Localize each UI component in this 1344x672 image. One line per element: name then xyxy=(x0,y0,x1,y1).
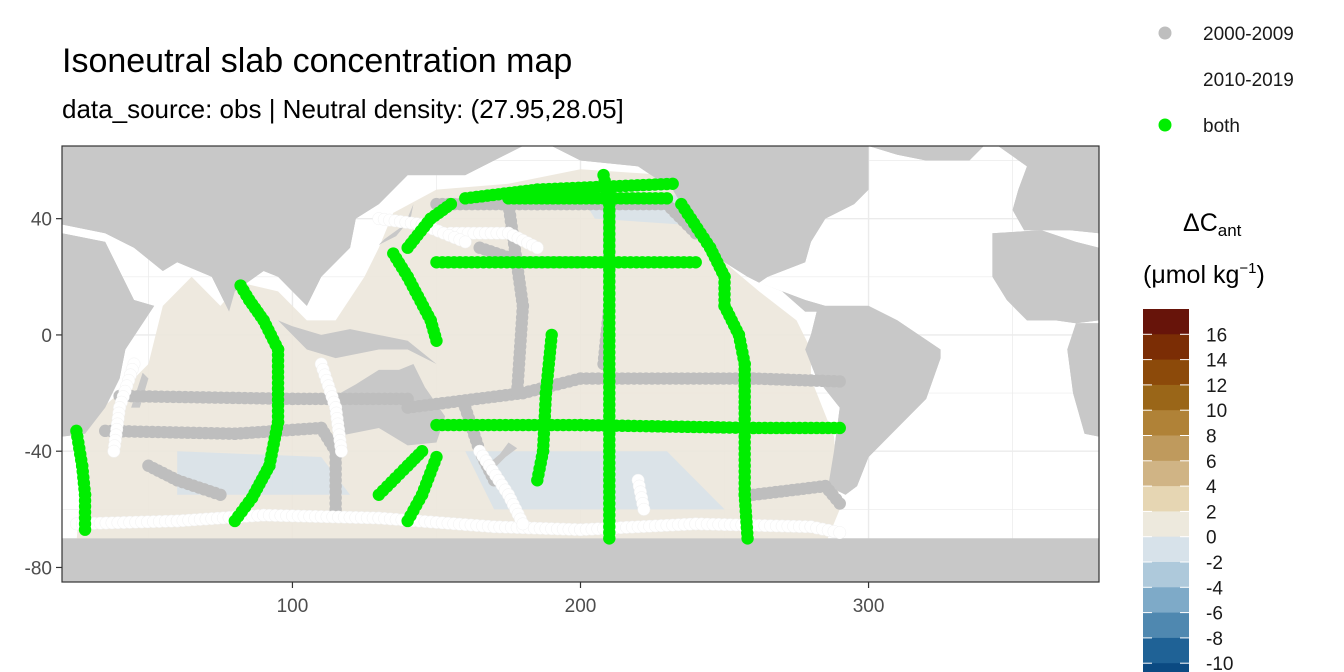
points-both xyxy=(70,168,846,545)
land-mass-overlay xyxy=(62,538,1099,582)
point-2010-2019 xyxy=(530,241,544,255)
colorbar-step xyxy=(1143,460,1189,487)
legend: 2000-2009 2010-2019 both xyxy=(1158,24,1294,137)
colorbar-step xyxy=(1143,612,1189,639)
colorbar-step xyxy=(1143,334,1189,361)
y-tick-label: 40 xyxy=(31,210,52,231)
point-both xyxy=(78,523,92,536)
chart-title: Isoneutral slab concentration map xyxy=(62,42,573,80)
colorbar: 16 14 12 10 8 6 4 2 0 -2 -4 -6 -8 -10 xyxy=(1143,309,1233,672)
legend-label-2000-2009: 2000-2009 xyxy=(1203,24,1294,45)
point-both xyxy=(531,474,544,487)
colorbar-step xyxy=(1143,486,1189,512)
point-both xyxy=(741,532,754,545)
legend-key-2000-2009 xyxy=(1158,26,1172,40)
legend-label-2010-2019: 2010-2019 xyxy=(1203,70,1294,91)
point-2010-2019 xyxy=(516,517,530,531)
colorbar-label: 6 xyxy=(1206,452,1217,473)
chart-subtitle: data_source: obs | Neutral density: (27.… xyxy=(62,94,624,124)
point-2000-2009 xyxy=(214,488,227,501)
point-2010-2019 xyxy=(833,526,847,540)
point-both xyxy=(597,168,610,182)
colorbar-step xyxy=(1143,384,1189,411)
land-mass-overlay xyxy=(998,146,1099,234)
point-both xyxy=(415,445,429,458)
y-tick-label: -40 xyxy=(25,442,52,463)
land-mass-overlay xyxy=(868,146,984,161)
colorbar-step xyxy=(1143,435,1189,462)
colorbar-label: -2 xyxy=(1206,553,1223,574)
land-mass-overlay xyxy=(992,230,1099,324)
point-2000-2009 xyxy=(510,386,524,400)
legend-key-2010-2019 xyxy=(1158,72,1172,86)
point-2010-2019 xyxy=(334,444,348,458)
point-both xyxy=(430,334,443,347)
y-tick-label: -80 xyxy=(25,558,52,579)
land-mass-overlay xyxy=(759,282,941,495)
colorbar-step xyxy=(1143,359,1189,386)
colorbar-label: -8 xyxy=(1206,629,1223,650)
points-2010-2019 xyxy=(69,212,847,540)
colorbar-title: ΔCant (μmol kg−1) xyxy=(1143,209,1265,289)
land-mass-overlay xyxy=(551,146,869,283)
colorbar-step xyxy=(1143,536,1189,563)
point-both xyxy=(234,279,247,292)
negative-anomaly-patch xyxy=(465,451,725,510)
colorbar-label: 10 xyxy=(1206,401,1227,422)
land-mass-overlay xyxy=(278,320,437,364)
x-tick-label: 300 xyxy=(853,596,885,617)
land-mass-overlay xyxy=(329,364,446,446)
land-mass-overlay xyxy=(1067,323,1099,437)
point-both xyxy=(444,197,458,211)
colorbar-step xyxy=(1143,663,1189,672)
colorbar-step xyxy=(1143,637,1189,664)
legend-key-both xyxy=(1158,118,1172,132)
point-both xyxy=(430,450,443,464)
x-tick-label: 200 xyxy=(565,596,597,617)
colorbar-label: -6 xyxy=(1206,604,1223,625)
point-2010-2019 xyxy=(458,235,472,249)
colorbar-label: 14 xyxy=(1206,351,1228,372)
land-mass-overlay xyxy=(62,233,155,437)
colorbar-step xyxy=(1143,511,1189,538)
colorbar-step xyxy=(1143,309,1189,335)
y-tick-label: 0 xyxy=(41,326,52,347)
colorbar-label: 0 xyxy=(1206,528,1217,549)
point-both xyxy=(833,421,846,435)
point-both xyxy=(689,256,702,269)
colorbar-step xyxy=(1143,562,1189,588)
land-mass-overlay xyxy=(62,146,523,312)
x-tick-label: 100 xyxy=(277,596,309,617)
colorbar-label: 8 xyxy=(1206,427,1217,448)
colorbar-step xyxy=(1143,410,1189,436)
legend-label-both: both xyxy=(1203,116,1240,137)
colorbar-label: 2 xyxy=(1206,502,1217,523)
point-2000-2009 xyxy=(833,497,846,510)
point-both xyxy=(660,192,674,205)
colorbar-label: 16 xyxy=(1206,325,1227,346)
colorbar-label: 12 xyxy=(1206,376,1227,397)
colorbar-step xyxy=(1143,587,1189,614)
colorbar-label: -10 xyxy=(1206,654,1233,672)
point-2010-2019 xyxy=(637,502,651,516)
colorbar-label: 4 xyxy=(1206,477,1217,498)
point-both xyxy=(666,177,679,190)
point-2010-2019 xyxy=(107,444,121,458)
colorbar-title-main: ΔCant xyxy=(1183,209,1242,240)
colorbar-label: -4 xyxy=(1206,578,1223,599)
colorbar-unit: (μmol kg−1) xyxy=(1143,260,1265,289)
point-2000-2009 xyxy=(833,375,846,388)
